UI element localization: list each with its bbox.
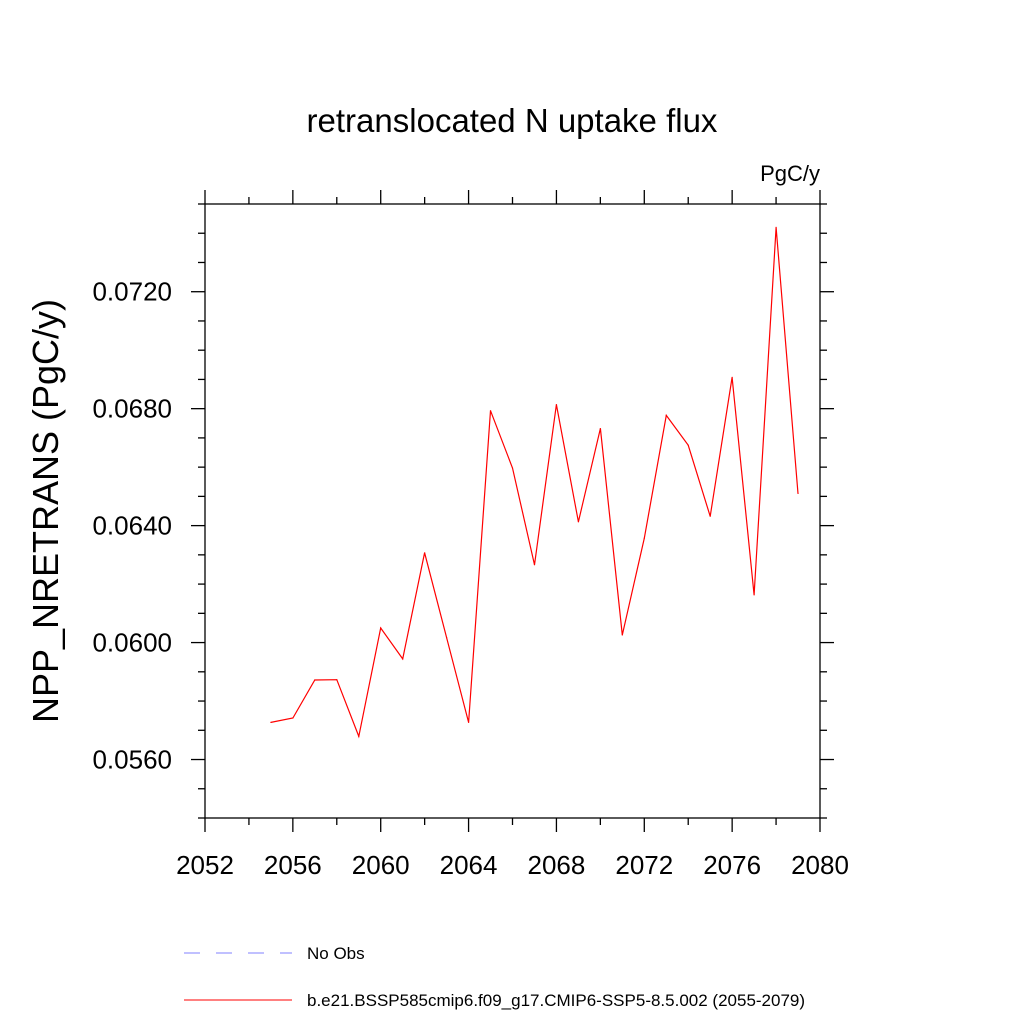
data-point bbox=[336, 679, 338, 681]
units-label: PgC/y bbox=[760, 161, 820, 186]
data-point bbox=[731, 376, 733, 378]
x-tick-label: 2056 bbox=[264, 850, 322, 880]
data-point bbox=[621, 634, 623, 636]
data-point bbox=[489, 410, 492, 412]
data-point bbox=[511, 467, 514, 469]
series-line bbox=[270, 227, 799, 739]
plot-frame bbox=[204, 203, 821, 819]
y-tick-label: 0.0640 bbox=[92, 511, 172, 541]
legend-label: No Obs bbox=[307, 944, 365, 963]
data-point bbox=[292, 717, 294, 719]
data-point bbox=[709, 515, 711, 517]
y-tick-label: 0.0720 bbox=[92, 277, 172, 307]
x-tick-label: 2068 bbox=[528, 850, 586, 880]
data-point bbox=[577, 521, 579, 523]
x-tick-label: 2052 bbox=[176, 850, 234, 880]
data-point bbox=[380, 627, 382, 629]
y-axis-label: NPP_NRETRANS (PgC/y) bbox=[25, 299, 66, 723]
data-point bbox=[446, 637, 448, 639]
data-point bbox=[797, 492, 799, 495]
axes: 2052 2056 2060 2064 2068 2072 2076 2080 0.0560 0.… bbox=[92, 190, 849, 880]
x-tick-label: 2072 bbox=[615, 850, 673, 880]
x-tick-label: 2064 bbox=[440, 850, 498, 880]
series-layer bbox=[270, 226, 799, 739]
x-tick-label: 2060 bbox=[352, 850, 410, 880]
y-tick-label: 0.0560 bbox=[92, 745, 172, 775]
data-point bbox=[665, 414, 667, 416]
y-tick-label: 0.0600 bbox=[92, 628, 172, 658]
chart-title: retranslocated N uptake flux bbox=[307, 102, 718, 139]
data-point bbox=[687, 444, 689, 446]
data-point bbox=[424, 552, 426, 554]
data-point bbox=[358, 735, 360, 738]
data-point bbox=[270, 721, 272, 723]
y-tick-label: 0.0680 bbox=[92, 394, 172, 424]
data-point bbox=[775, 226, 777, 228]
data-point bbox=[753, 594, 755, 596]
data-point bbox=[467, 721, 470, 723]
legend: No Obs b.e21.BSSP585cmip6.f09_g17.CMIP6-S… bbox=[184, 944, 805, 1010]
data-point bbox=[533, 564, 536, 566]
data-point bbox=[643, 537, 645, 539]
data-point bbox=[402, 658, 404, 660]
data-point bbox=[555, 403, 558, 406]
x-tick-label: 2076 bbox=[703, 850, 761, 880]
data-point bbox=[314, 679, 316, 681]
data-point bbox=[599, 427, 601, 430]
x-tick-label: 2080 bbox=[791, 850, 849, 880]
legend-label: b.e21.BSSP585cmip6.f09_g17.CMIP6-SSP5-8.… bbox=[307, 991, 805, 1010]
